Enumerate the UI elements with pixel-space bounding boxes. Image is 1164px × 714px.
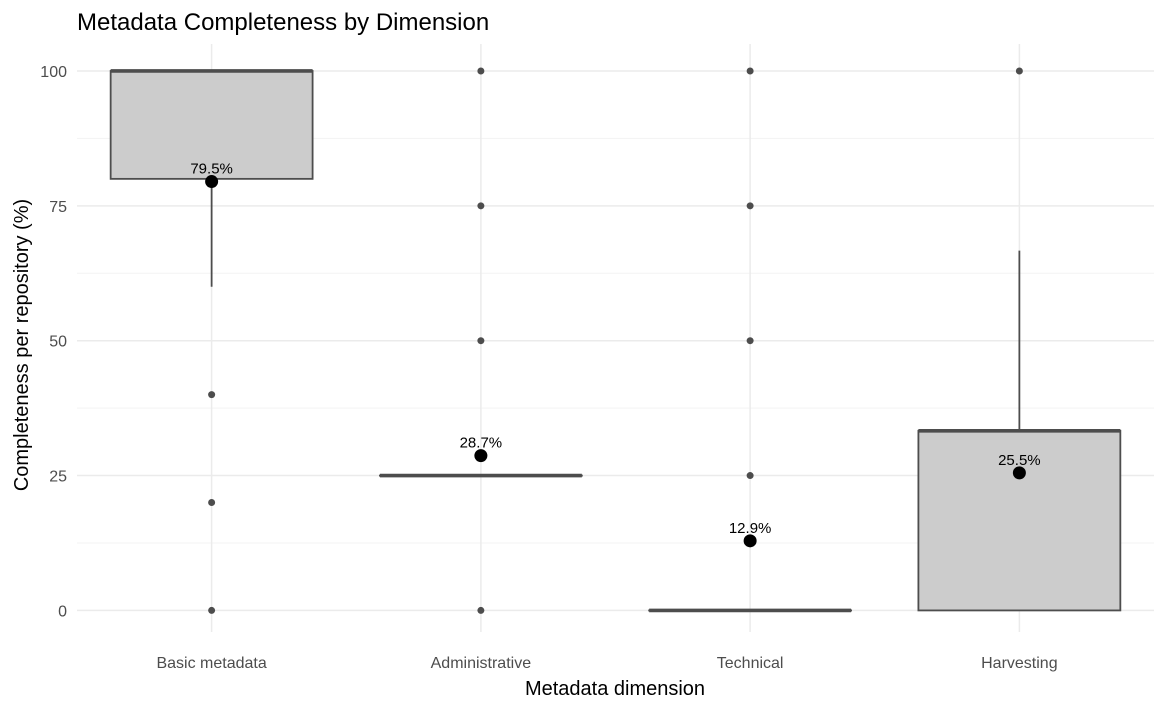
mean-label: 25.5%	[998, 452, 1041, 469]
outlier-point	[477, 337, 484, 344]
mean-label: 79.5%	[190, 161, 233, 178]
chart-title: Metadata Completeness by Dimension	[77, 9, 489, 36]
mean-label: 12.9%	[729, 520, 772, 537]
x-tick-label: Basic metadata	[156, 655, 266, 672]
y-axis-title: Completeness per repository (%)	[11, 199, 33, 491]
y-tick-label: 100	[40, 64, 67, 81]
outlier-point	[747, 472, 754, 479]
y-tick-label: 0	[58, 603, 67, 620]
outlier-point	[208, 607, 215, 614]
outlier-point	[747, 202, 754, 209]
x-axis-title: Metadata dimension	[525, 678, 705, 700]
outlier-point	[477, 607, 484, 614]
outlier-point	[208, 391, 215, 398]
outlier-point	[477, 202, 484, 209]
outlier-point	[747, 67, 754, 74]
y-tick-label: 75	[49, 199, 67, 216]
x-tick-label: Technical	[717, 655, 784, 672]
y-tick-label: 50	[49, 334, 67, 351]
outlier-point	[477, 67, 484, 74]
x-tick-label: Administrative	[431, 655, 532, 672]
outlier-point	[208, 499, 215, 506]
outlier-point	[1016, 67, 1023, 74]
y-tick-label: 25	[49, 469, 67, 486]
outlier-point	[747, 337, 754, 344]
x-tick-label: Harvesting	[981, 655, 1057, 672]
mean-label: 28.7%	[460, 435, 503, 452]
